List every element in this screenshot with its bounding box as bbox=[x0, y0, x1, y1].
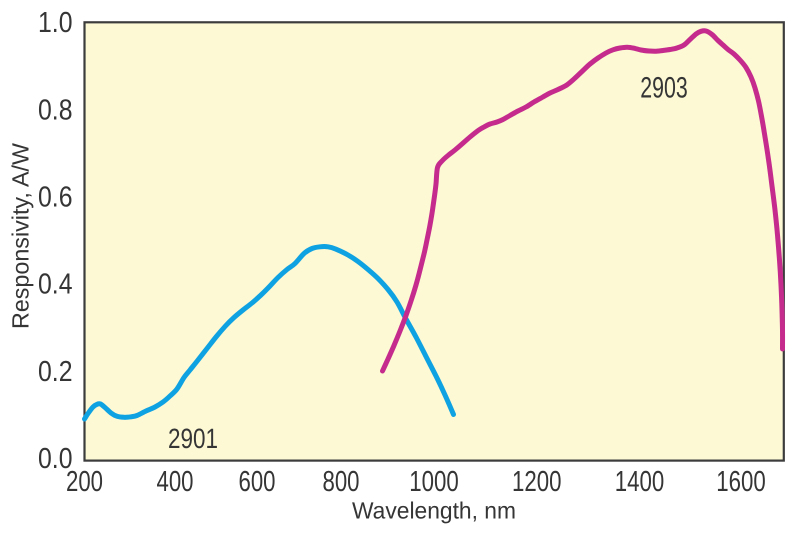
svg-text:0.6: 0.6 bbox=[38, 182, 73, 214]
svg-text:1400: 1400 bbox=[615, 466, 665, 498]
svg-text:800: 800 bbox=[323, 466, 360, 498]
svg-text:1600: 1600 bbox=[716, 466, 766, 498]
svg-text:600: 600 bbox=[239, 466, 276, 498]
svg-text:1.0: 1.0 bbox=[38, 7, 73, 39]
svg-text:400: 400 bbox=[157, 466, 194, 498]
svg-text:0.4: 0.4 bbox=[38, 269, 73, 301]
svg-text:1200: 1200 bbox=[512, 466, 562, 498]
svg-text:200: 200 bbox=[66, 466, 103, 498]
svg-text:2903: 2903 bbox=[640, 72, 688, 105]
svg-text:0.0: 0.0 bbox=[38, 443, 73, 475]
svg-text:0.8: 0.8 bbox=[38, 94, 73, 126]
svg-text:2901: 2901 bbox=[168, 423, 218, 454]
svg-text:Responsivity, A/W: Responsivity, A/W bbox=[8, 142, 34, 329]
svg-text:0.2: 0.2 bbox=[38, 356, 73, 388]
svg-text:Wavelength, nm: Wavelength, nm bbox=[352, 498, 516, 524]
svg-text:1000: 1000 bbox=[409, 466, 459, 498]
